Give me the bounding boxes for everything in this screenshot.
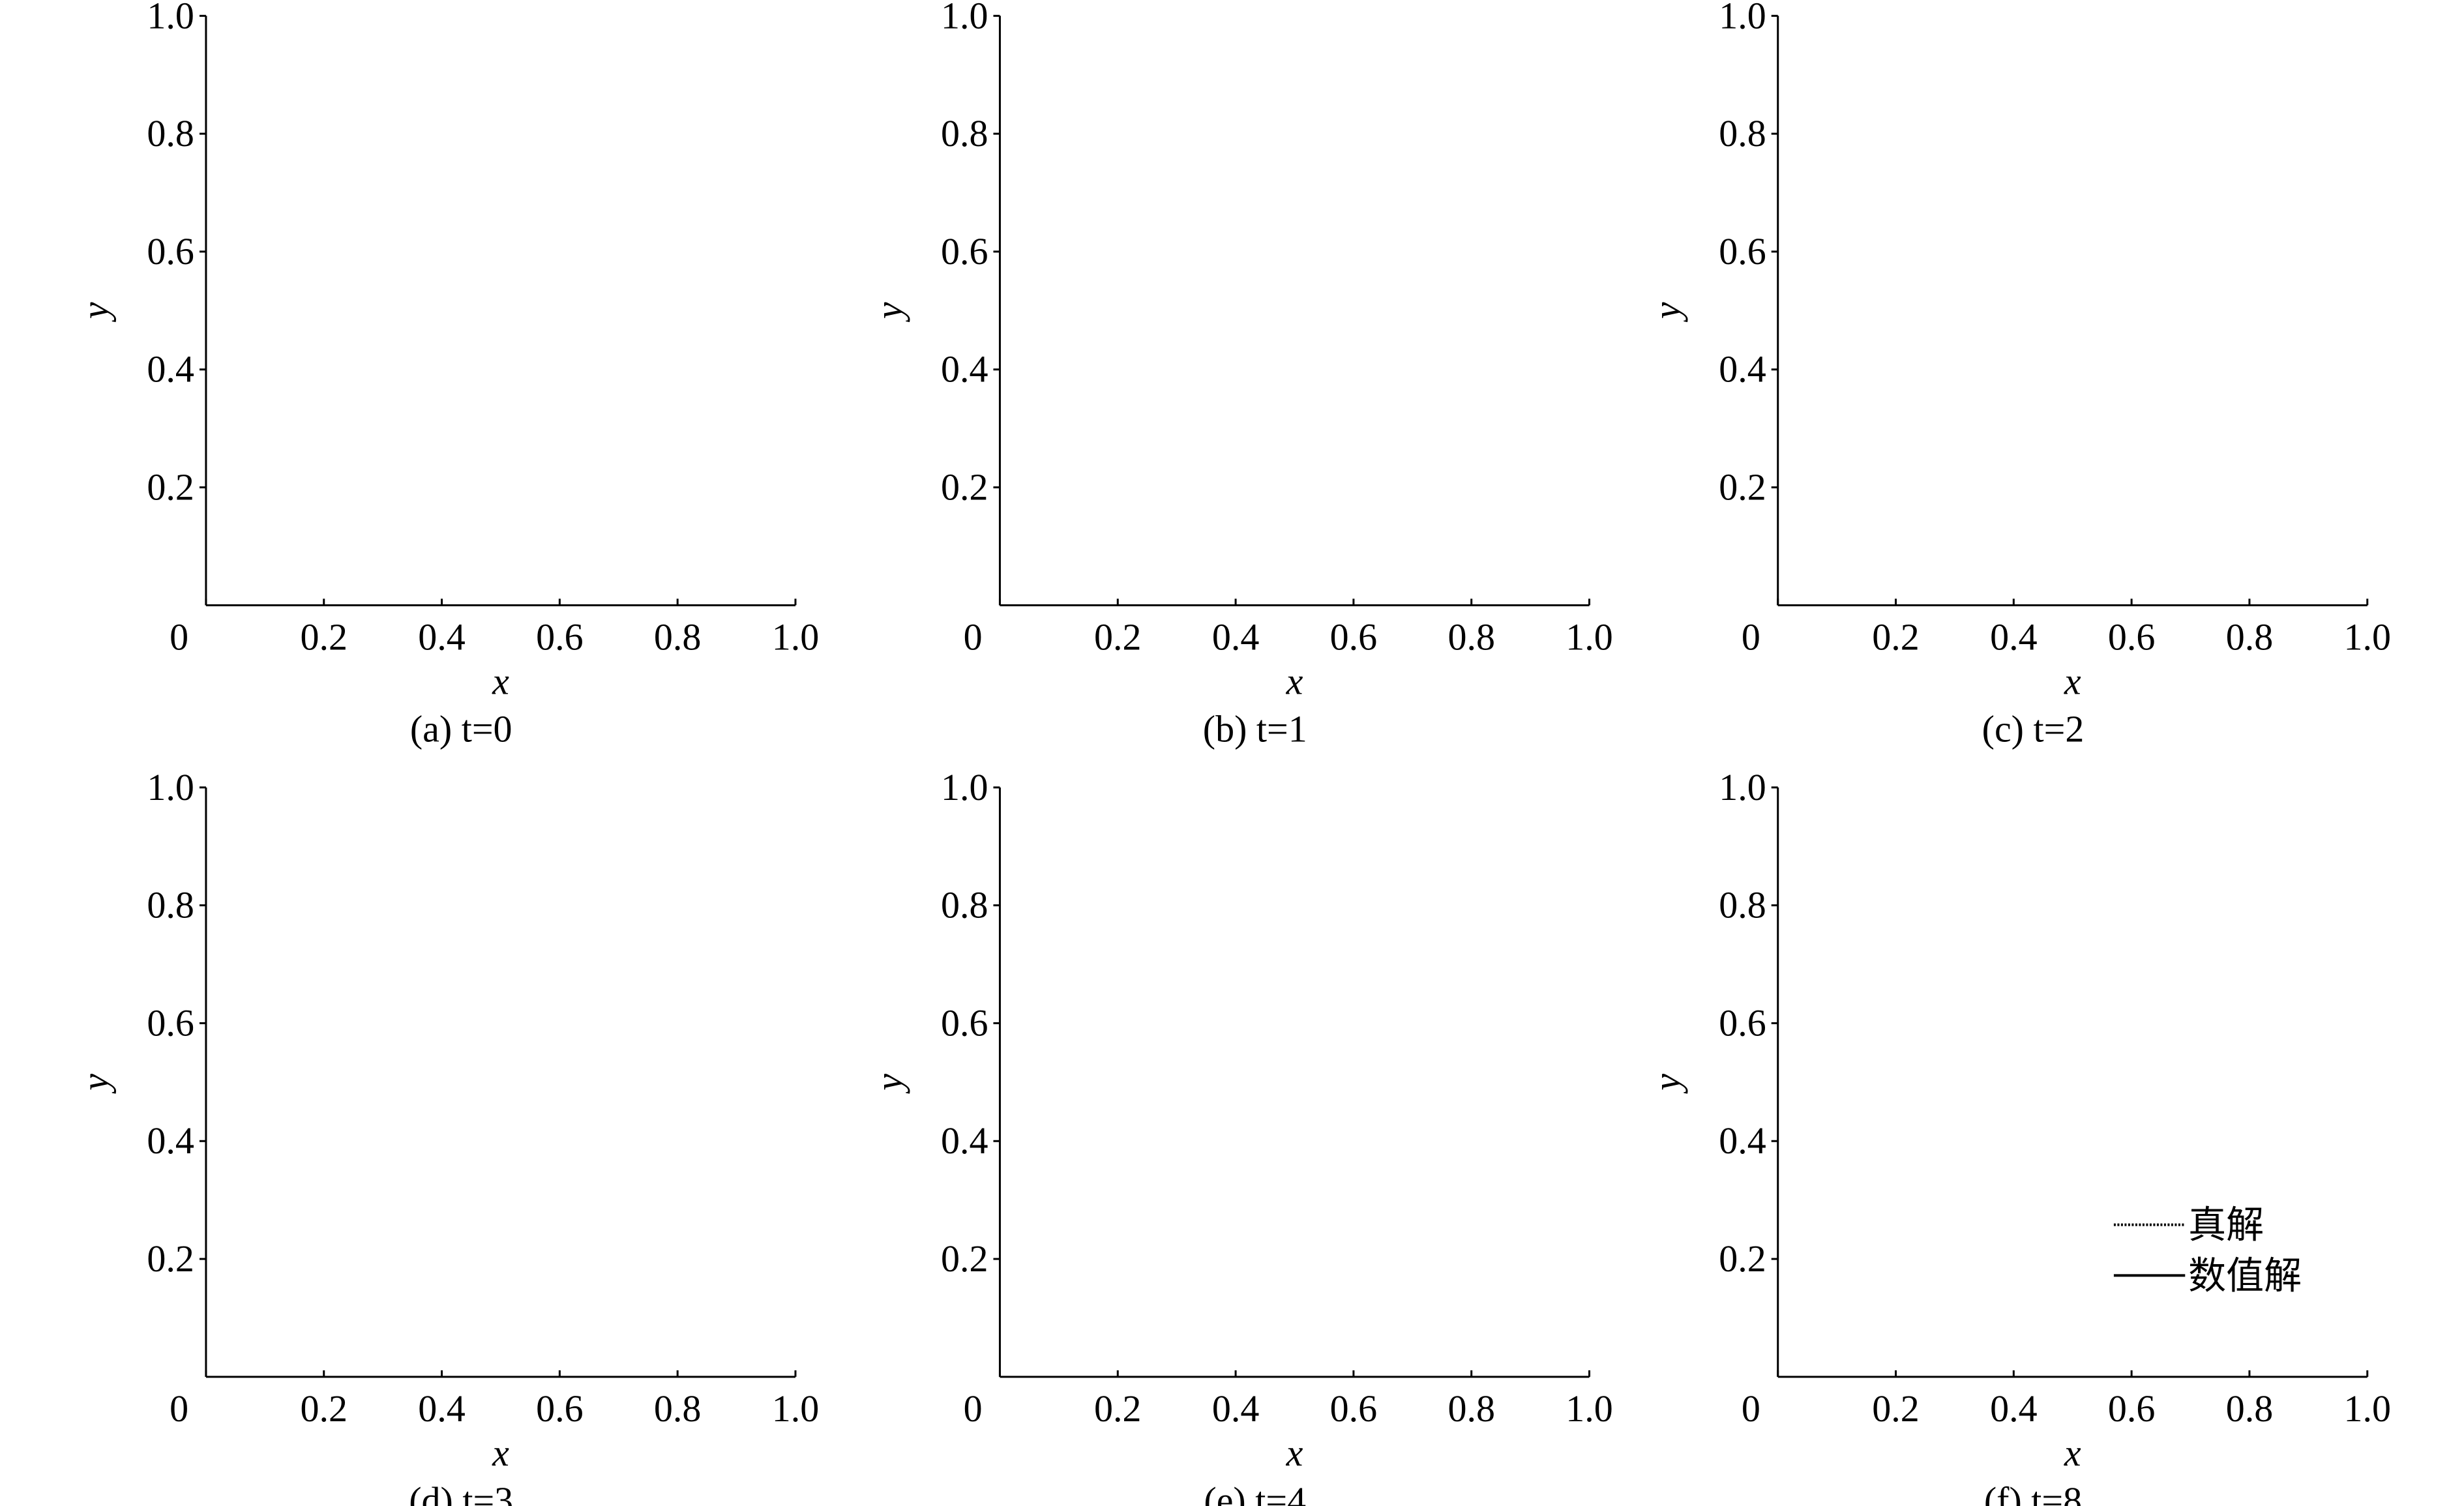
x-axis-label: x xyxy=(1286,660,1303,702)
x-tick-label: 0.8 xyxy=(2226,1387,2274,1430)
x-tick-label: 0.8 xyxy=(654,615,702,658)
caption: (d) t=3 xyxy=(409,1479,513,1506)
y-tick-label: 0.2 xyxy=(941,1237,988,1280)
x-tick-label: 0.6 xyxy=(1330,615,1378,658)
x-tick-label: 0.2 xyxy=(1094,1387,1142,1430)
x-tick-label: 1.0 xyxy=(2344,615,2392,658)
y-tick-label: 0.6 xyxy=(147,1001,194,1044)
x-tick-label: 0 xyxy=(170,615,188,658)
legend-label: 数值解 xyxy=(2188,1253,2302,1297)
y-tick-label: 1.0 xyxy=(941,766,988,808)
y-tick-label: 0.4 xyxy=(941,1119,988,1162)
x-axis-label: x xyxy=(492,1432,509,1474)
y-tick-label: 0.8 xyxy=(941,884,988,926)
y-tick-label: 1.0 xyxy=(1719,766,1766,808)
y-tick-label: 0.6 xyxy=(941,230,988,273)
x-tick-label: 0 xyxy=(964,615,983,658)
y-tick-label: 0.6 xyxy=(1719,230,1766,273)
x-axis-label: x xyxy=(1286,1432,1303,1474)
x-tick-label: 0.2 xyxy=(1872,1387,1920,1430)
panel: 0.2 0.4 0.6 0.8 1.0 0 0.2 0.4 0.6 0.8 1.0 x y (c) t=2 xyxy=(1646,0,2391,750)
panel: 0.2 0.4 0.6 0.8 1.0 0 0.2 0.4 0.6 0.8 1.0 x y (d) t=3 xyxy=(74,766,819,1506)
x-tick-label: 0.6 xyxy=(536,615,584,658)
caption: (c) t=2 xyxy=(1982,707,2085,750)
panel: 0.2 0.4 0.6 0.8 1.0 0 0.2 0.4 0.6 0.8 1.0 x y (a) t=0 xyxy=(74,0,819,750)
x-tick-label: 0.4 xyxy=(1212,1387,1260,1430)
x-tick-label: 1.0 xyxy=(1566,615,1613,658)
y-tick-label: 0.8 xyxy=(147,884,194,926)
y-tick-label: 0.8 xyxy=(147,112,194,155)
y-tick-label: 0.8 xyxy=(1719,884,1766,926)
x-tick-label: 1.0 xyxy=(772,615,820,658)
x-tick-label: 1.0 xyxy=(2344,1387,2392,1430)
y-tick-label: 0.4 xyxy=(1719,1119,1766,1162)
x-tick-label: 0.8 xyxy=(654,1387,702,1430)
x-tick-label: 0.6 xyxy=(536,1387,584,1430)
x-tick-label: 0.2 xyxy=(1872,615,1920,658)
y-axis-label: y xyxy=(868,1074,910,1094)
x-axis-label: x xyxy=(2064,1432,2081,1474)
x-tick-label: 0.4 xyxy=(418,1387,466,1430)
y-tick-label: 0.2 xyxy=(147,1237,194,1280)
y-tick-label: 0.6 xyxy=(147,230,194,273)
y-tick-label: 0.2 xyxy=(1719,1237,1766,1280)
y-tick-label: 1.0 xyxy=(1719,0,1766,37)
x-tick-label: 1.0 xyxy=(772,1387,820,1430)
x-tick-label: 0.4 xyxy=(1990,615,2038,658)
y-tick-label: 0.4 xyxy=(1719,348,1766,391)
x-tick-label: 0.4 xyxy=(418,615,466,658)
legend-label: 真解 xyxy=(2188,1203,2264,1247)
panel: 0.2 0.4 0.6 0.8 1.0 0 0.2 0.4 0.6 0.8 1.0 x y (b) t=1 xyxy=(868,0,1613,750)
y-axis-label: y xyxy=(868,302,910,322)
y-tick-label: 0.2 xyxy=(941,466,988,509)
x-tick-label: 0.2 xyxy=(1094,615,1142,658)
x-axis-label: x xyxy=(492,660,509,702)
x-tick-label: 0.8 xyxy=(1447,1387,1495,1430)
y-tick-label: 0.2 xyxy=(147,466,194,509)
y-tick-label: 0.4 xyxy=(147,348,194,391)
y-tick-label: 0.2 xyxy=(1719,466,1766,509)
y-axis-label: y xyxy=(1646,1074,1688,1094)
x-tick-label: 0.6 xyxy=(2108,1387,2156,1430)
y-axis-label: y xyxy=(74,302,116,322)
y-tick-label: 1.0 xyxy=(147,766,194,808)
x-axis-label: x xyxy=(2064,660,2081,702)
y-axis-label: y xyxy=(74,1074,116,1094)
caption: (a) t=0 xyxy=(410,707,512,750)
x-tick-label: 0.8 xyxy=(2226,615,2274,658)
x-tick-label: 0 xyxy=(1742,615,1760,658)
caption: (e) t=4 xyxy=(1204,1479,1306,1506)
y-axis-label: y xyxy=(1646,302,1688,322)
x-tick-label: 0.6 xyxy=(2108,615,2156,658)
y-tick-label: 0.6 xyxy=(1719,1001,1766,1044)
x-tick-label: 0.8 xyxy=(1447,615,1495,658)
caption: (f) t=8 xyxy=(1984,1479,2082,1506)
x-tick-label: 0 xyxy=(964,1387,983,1430)
x-tick-label: 0.2 xyxy=(300,615,348,658)
y-tick-label: 0.8 xyxy=(941,112,988,155)
x-tick-label: 0.6 xyxy=(1330,1387,1378,1430)
x-tick-label: 0.4 xyxy=(1990,1387,2038,1430)
x-tick-label: 0 xyxy=(170,1387,188,1430)
x-tick-label: 0.2 xyxy=(300,1387,348,1430)
caption: (b) t=1 xyxy=(1203,707,1307,750)
y-tick-label: 0.6 xyxy=(941,1001,988,1044)
x-tick-label: 0.4 xyxy=(1212,615,1260,658)
y-tick-label: 0.4 xyxy=(941,348,988,391)
y-tick-label: 1.0 xyxy=(941,0,988,37)
panel: 0.2 0.4 0.6 0.8 1.0 0 0.2 0.4 0.6 0.8 1.0 x y (f) t=8… xyxy=(1646,766,2391,1506)
y-tick-label: 0.4 xyxy=(147,1119,194,1162)
x-tick-label: 1.0 xyxy=(1566,1387,1613,1430)
panel: 0.2 0.4 0.6 0.8 1.0 0 0.2 0.4 0.6 0.8 1.0 x y (e) t=4 xyxy=(868,766,1613,1506)
x-tick-label: 0 xyxy=(1742,1387,1760,1430)
y-tick-label: 0.8 xyxy=(1719,112,1766,155)
y-tick-label: 1.0 xyxy=(147,0,194,37)
